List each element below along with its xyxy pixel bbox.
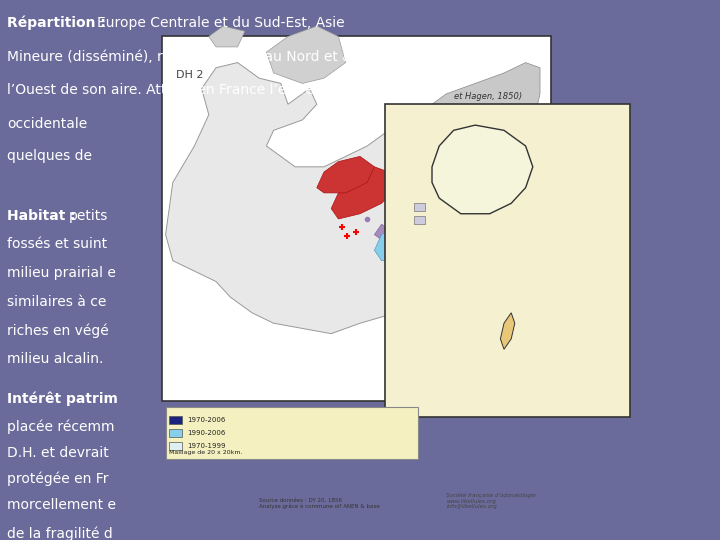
Text: Société française d'odonatologie
www.libellules.org
info@libellules.org: Société française d'odonatologie www.lib… [446,492,536,509]
Bar [169,416,182,424]
Text: 1970-1999: 1970-1999 [187,443,225,449]
Polygon shape [425,208,468,245]
Polygon shape [209,26,245,47]
Text: riches en végé: riches en végé [7,323,109,338]
Text: Source données : DY 20, 1856
Analyse grâce à commune oif ANEN & base: Source données : DY 20, 1856 Analyse grâ… [259,498,380,509]
Polygon shape [490,198,511,214]
Text: placée récemm: placée récemm [7,420,114,434]
Polygon shape [410,297,446,334]
Text: quelques de: quelques de [7,148,92,163]
Text: Répartition :: Répartition : [7,16,106,30]
Text: Habitat :: Habitat : [7,208,76,222]
Text: ?: ? [464,183,470,192]
Text: Mineure (disséminé), rare et localisé au Nord et à: Mineure (disséminé), rare et localisé au… [7,50,351,64]
Polygon shape [396,219,504,297]
Text: milieu prairial e: milieu prairial e [7,266,116,280]
Text: petits: petits [68,208,108,222]
Text: 1990-2006: 1990-2006 [187,430,225,436]
Text: protégée en Fr: protégée en Fr [7,472,109,487]
Polygon shape [432,125,533,214]
Bar [169,429,182,437]
Text: morcellement e: morcellement e [7,498,116,512]
Bar [414,204,425,211]
Text: occidentale: occidentale [7,117,87,131]
Polygon shape [500,313,515,349]
Text: Maillage de 20 x 20km.: Maillage de 20 x 20km. [169,450,243,455]
Text: D.H. et devrait: D.H. et devrait [7,446,109,460]
Bar [414,217,425,224]
Text: et Hagen, 1850): et Hagen, 1850) [454,92,522,101]
FancyBboxPatch shape [385,104,630,417]
Text: milieu alcalin.: milieu alcalin. [7,352,104,366]
Polygon shape [266,26,346,83]
Text: l’Ouest de son aire. Atteint en France l’extrême limite: l’Ouest de son aire. Atteint en France l… [7,83,379,97]
Bar [166,407,418,459]
Text: DH 2: DH 2 [176,70,204,80]
Polygon shape [446,281,547,339]
Polygon shape [374,224,389,240]
Text: Europe Centrale et du Sud-Est, Asie: Europe Centrale et du Sud-Est, Asie [97,16,345,30]
Polygon shape [403,63,547,250]
Polygon shape [317,157,374,193]
Text: similaires à ce: similaires à ce [7,294,107,308]
Bar [169,442,182,450]
Text: Intérêt patrim: Intérêt patrim [7,391,118,406]
Polygon shape [374,224,410,261]
Polygon shape [166,63,547,334]
Text: 1970-2006: 1970-2006 [187,417,225,423]
Polygon shape [331,167,396,219]
Text: fossés et suint: fossés et suint [7,237,107,251]
Text: de la fragilité d: de la fragilité d [7,526,113,540]
FancyBboxPatch shape [162,37,551,401]
